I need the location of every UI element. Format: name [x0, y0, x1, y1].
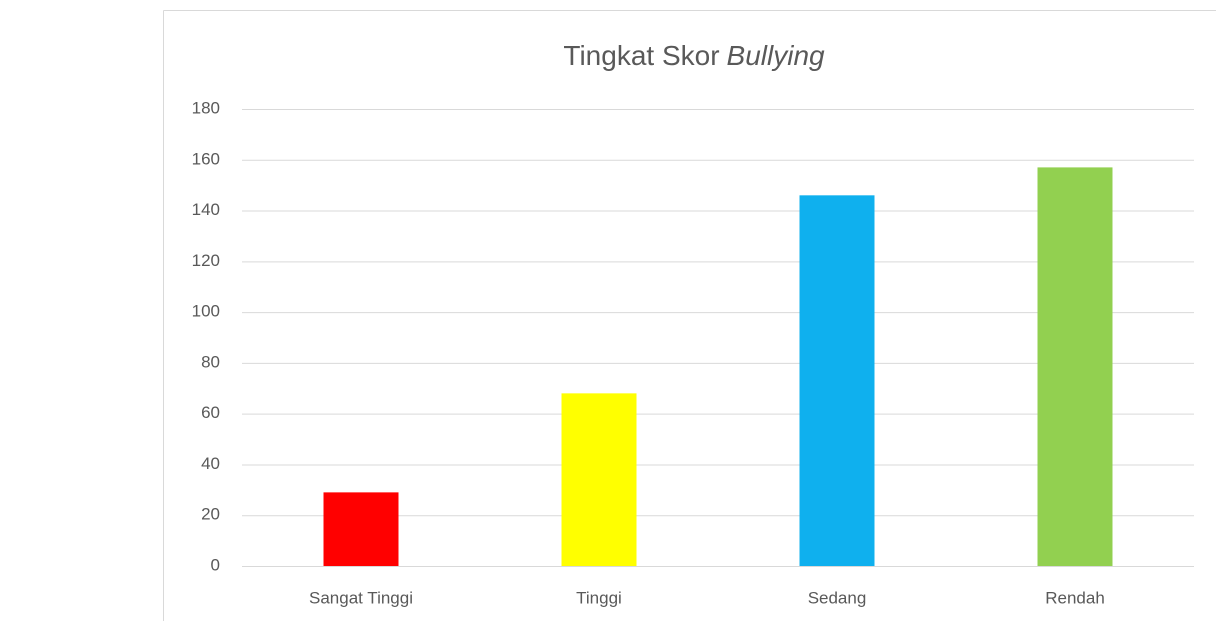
y-tick-label: 160 [192, 149, 220, 168]
x-tick-label: Tinggi [576, 588, 622, 607]
bar [799, 195, 875, 567]
y-tick-label: 140 [192, 200, 220, 219]
title-part: Bullying [727, 40, 825, 71]
bar [1037, 167, 1113, 566]
chart-title: Tingkat Skor Bullying [563, 40, 825, 71]
y-tick-label: 40 [201, 454, 220, 473]
title-part: Tingkat Skor [563, 40, 719, 71]
y-tick-label: 60 [201, 403, 220, 422]
x-tick-label: Rendah [1045, 588, 1105, 607]
x-tick-label: Sedang [808, 588, 867, 607]
y-tick-label: 100 [192, 302, 220, 321]
x-tick-label: Sangat Tinggi [309, 588, 413, 607]
bar [323, 492, 399, 566]
y-tick-label: 20 [201, 505, 220, 524]
y-tick-label: 0 [211, 555, 220, 574]
bar [561, 393, 637, 566]
y-tick-label: 180 [192, 98, 220, 117]
y-tick-label: 80 [201, 352, 220, 371]
y-tick-label: 120 [192, 251, 220, 270]
